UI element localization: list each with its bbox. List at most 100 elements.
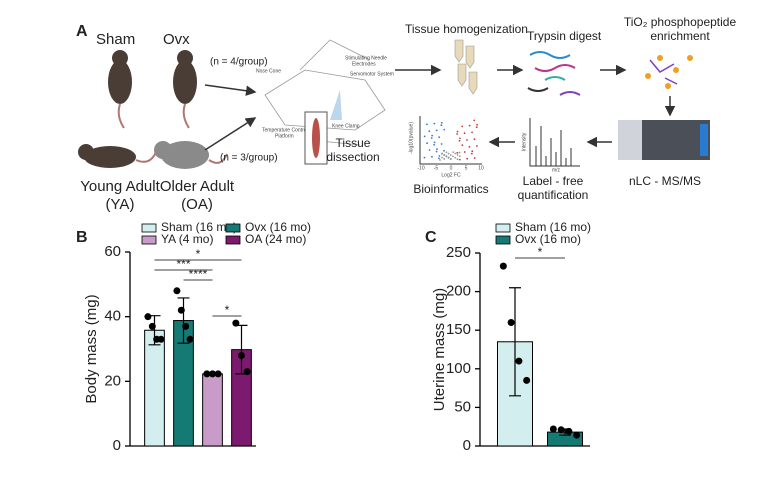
volcano-dot — [456, 151, 459, 154]
tubes — [454, 39, 478, 95]
label: Servomotor System — [350, 71, 394, 77]
data-point — [177, 306, 185, 314]
data-point — [214, 370, 222, 378]
label: Young Adult — [80, 178, 160, 195]
label: dissection — [326, 150, 379, 164]
data-point — [144, 313, 152, 321]
volcano-dot — [441, 156, 443, 159]
y-tick-label: 40 — [104, 308, 121, 325]
label: Log2 FC — [441, 172, 461, 178]
label: Temperature Controlled — [262, 127, 314, 133]
data-point — [557, 426, 565, 434]
volcano-dot — [428, 149, 431, 151]
label: Label - free — [523, 174, 584, 188]
volcano-dot — [433, 122, 436, 125]
volcano-dot — [456, 130, 459, 133]
volcano-dot — [428, 130, 431, 133]
volcano-dot — [471, 131, 473, 134]
label: Knee Clamp — [332, 123, 360, 129]
arrow — [204, 84, 257, 96]
volcano-dot — [473, 157, 476, 159]
label: (n = 4/group) — [210, 57, 268, 68]
volcano-dot — [456, 153, 459, 156]
significance-label: * — [196, 247, 201, 261]
mass-spectrometer — [618, 120, 710, 160]
label: quantification — [518, 188, 589, 202]
volcano-dot — [431, 155, 433, 158]
label: Stimulating Needle — [345, 55, 387, 61]
volcano-dot — [452, 155, 454, 158]
volcano-dot — [440, 124, 443, 127]
label: Tissue homogenization — [405, 22, 528, 36]
legend-swatch — [495, 223, 511, 233]
label: Trypsin digest — [527, 29, 602, 43]
data-point — [209, 370, 216, 378]
label: Bioinformatics — [413, 182, 488, 196]
light — [330, 90, 342, 120]
volcano-dot — [426, 142, 428, 145]
volcano-dot — [466, 139, 468, 141]
tick: 5 — [465, 165, 468, 171]
label: TiO₂ phosphopeptide — [624, 15, 737, 29]
tick: -5 — [434, 165, 439, 171]
bar — [202, 373, 223, 447]
data-point — [499, 262, 507, 270]
significance-label: * — [538, 245, 543, 259]
error-bar — [177, 297, 190, 344]
volcano-dot — [438, 157, 440, 160]
legend-label: OA (24 mo) — [245, 232, 306, 246]
enrichment-icon — [645, 55, 693, 89]
volcano-dot — [443, 154, 445, 157]
volcano-dot — [431, 134, 434, 137]
data-point — [515, 357, 523, 365]
volcano-dot — [475, 126, 478, 129]
label: Electrodes — [352, 61, 376, 67]
data-point — [186, 335, 194, 343]
data-point — [232, 319, 240, 327]
tick: 0 — [450, 165, 453, 171]
volcano-dot — [463, 151, 466, 153]
tick: -10 — [417, 165, 424, 171]
legend-label: Ovx (16 mo) — [515, 232, 581, 246]
data-point — [182, 322, 190, 330]
label: (OA) — [181, 196, 213, 213]
data-point — [173, 287, 181, 295]
legend-label: Ovx (16 mo) — [245, 220, 311, 234]
label: Ovx — [163, 31, 190, 48]
label: Platform — [275, 133, 294, 139]
volcano-dot — [435, 129, 438, 132]
muscle — [312, 118, 320, 158]
data-point — [243, 368, 251, 376]
volcano-dot — [473, 119, 476, 122]
volcano-dot — [456, 133, 458, 135]
y-axis-label: Uterine mass (mg) — [431, 288, 448, 411]
error-bar — [509, 287, 521, 397]
volcano-dot — [456, 158, 459, 161]
volcano-dot — [438, 136, 441, 139]
data-point — [549, 425, 557, 433]
y-tick-label: 0 — [463, 437, 471, 454]
volcano-dot — [445, 155, 448, 158]
volcano-dot — [461, 144, 464, 147]
volcano-dot — [433, 141, 436, 144]
volcano-dot — [476, 145, 478, 147]
volcano-dot — [447, 157, 450, 159]
volcano-dot — [454, 156, 457, 159]
legend-swatch — [141, 235, 157, 245]
peptides — [527, 51, 581, 96]
volcano-dot — [440, 152, 443, 155]
panel-letter: A — [76, 23, 88, 40]
data-point — [148, 322, 156, 330]
significance-label: * — [225, 303, 230, 317]
y-tick-label: 200 — [446, 283, 471, 300]
label: nLC - MS/MS — [629, 174, 701, 188]
label: Intensity — [521, 132, 527, 151]
volcano-dot — [463, 132, 466, 135]
legend-swatch — [495, 235, 511, 245]
volcano-dot — [471, 150, 474, 153]
panel-a: A Sham Ovx Young Adult (YA) Older Adult … — [76, 15, 736, 213]
y-tick-label: 0 — [113, 437, 121, 454]
legend-swatch — [225, 223, 241, 233]
volcano-dot — [470, 152, 473, 155]
